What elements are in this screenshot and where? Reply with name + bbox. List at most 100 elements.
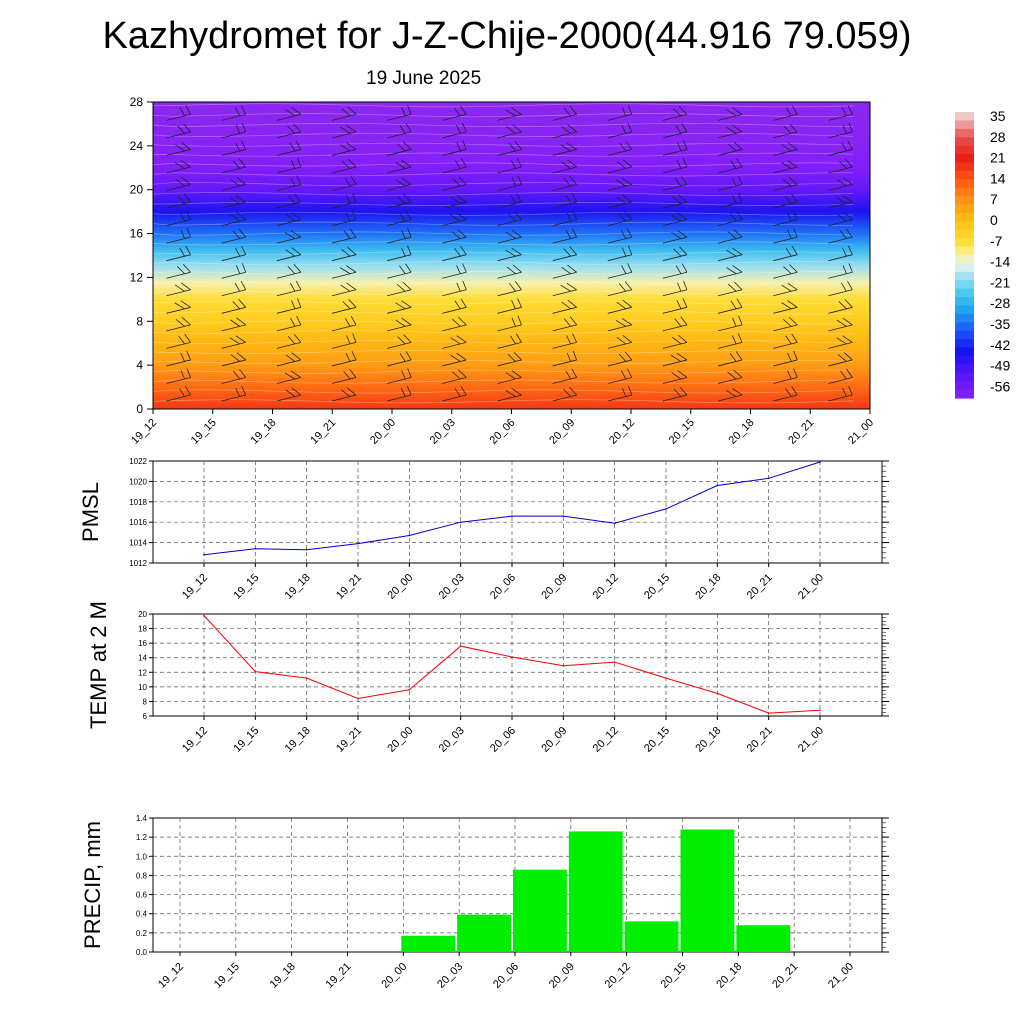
- wind-barb-staff: [331, 149, 357, 156]
- wind-barb-flag: [787, 160, 798, 168]
- wind-barb-staff: [662, 394, 688, 402]
- wind-barb-flag: [233, 370, 241, 380]
- wind-barb-flag: [344, 177, 351, 187]
- y-tick-label: 16: [138, 639, 147, 648]
- wind-barb-staff: [331, 306, 357, 314]
- isoline: [152, 123, 854, 127]
- wind-barb-staff: [773, 236, 798, 244]
- wind-barb-staff: [773, 342, 798, 349]
- y-tick-label: 12: [138, 668, 147, 677]
- wind-barb-staff: [828, 201, 853, 209]
- wind-barb-flag: [343, 230, 351, 239]
- wind-barb-staff: [552, 359, 577, 367]
- wind-barb-staff: [552, 184, 577, 191]
- wind-barb-staff: [552, 236, 577, 244]
- wind-barb-flag: [793, 368, 798, 378]
- isoline: [152, 320, 854, 325]
- data-point: [819, 709, 821, 711]
- wind-barb-staff: [221, 236, 246, 244]
- wind-barb-flag: [622, 299, 633, 308]
- wind-barb-flag: [186, 228, 191, 238]
- wind-barb-staff: [387, 306, 412, 314]
- wind-barb-flag: [177, 195, 185, 204]
- wind-barb-flag: [672, 108, 682, 117]
- colorbar-swatch: [955, 128, 974, 138]
- wind-barb-flag: [238, 228, 247, 238]
- wind-barb-flag: [175, 178, 185, 187]
- wind-barb-flag: [457, 229, 467, 238]
- wind-barb-flag: [235, 124, 241, 134]
- wind-barb-staff: [166, 342, 191, 349]
- wind-barb-staff: [552, 342, 577, 349]
- wind-barb-staff: [442, 113, 467, 121]
- wind-barb-flag: [670, 355, 682, 362]
- wind-barb-flag: [785, 195, 792, 204]
- x-tick-label: 21_00: [796, 572, 826, 602]
- wind-barb-staff: [607, 377, 632, 384]
- wind-barb-flag: [285, 354, 296, 362]
- wind-barb-flag: [454, 300, 461, 310]
- wind-barb-staff: [331, 201, 357, 209]
- wind-barb-flag: [789, 123, 798, 133]
- data-point: [254, 547, 257, 550]
- x-tick-label: 19_12: [156, 961, 186, 991]
- wind-barb-flag: [848, 245, 853, 255]
- wind-barb-flag: [787, 282, 798, 291]
- wind-barb-flag: [407, 245, 412, 255]
- wind-barb-flag: [407, 368, 412, 378]
- wind-barb-flag: [180, 352, 185, 362]
- wind-barb-flag: [789, 264, 798, 273]
- wind-barb-flag: [781, 284, 792, 292]
- wind-barb-flag: [175, 319, 185, 327]
- wind-barb-staff: [497, 271, 522, 279]
- wind-barb-flag: [459, 105, 467, 115]
- wind-barb-staff: [662, 113, 688, 121]
- wind-barb-flag: [462, 140, 467, 150]
- wind-barb-staff: [442, 377, 467, 384]
- wind-barb-staff: [276, 113, 301, 121]
- wind-barb-flag: [569, 176, 577, 185]
- wind-barb-staff: [221, 131, 246, 139]
- wind-barb-flag: [232, 230, 241, 239]
- wind-barb-flag: [240, 280, 247, 290]
- wind-barb-flag: [291, 300, 296, 309]
- wind-barb-flag: [399, 212, 406, 222]
- wind-barb-flag: [505, 109, 516, 117]
- wind-barb-flag: [836, 179, 847, 187]
- wind-barb-flag: [345, 352, 351, 362]
- wind-barb-flag: [341, 248, 351, 257]
- wind-barb-staff: [166, 271, 191, 279]
- wind-barb-flag: [674, 177, 682, 187]
- wind-barb-flag: [290, 317, 296, 327]
- wind-barb-flag: [732, 195, 737, 204]
- wind-barb-staff: [828, 342, 853, 349]
- wind-barb-staff: [276, 342, 301, 349]
- wind-barb-flag: [565, 195, 572, 204]
- colorbar-swatch: [955, 170, 974, 180]
- wind-barb-flag: [837, 354, 847, 362]
- x-tick-label: 20_06: [488, 417, 518, 447]
- wind-barb-flag: [791, 193, 798, 203]
- wind-barb-flag: [626, 228, 633, 238]
- wind-barb-staff: [442, 324, 467, 332]
- x-tick-label: 20_12: [603, 961, 633, 991]
- wind-barb-flag: [733, 229, 743, 238]
- x-tick-label: 21_00: [846, 417, 876, 447]
- wind-barb-flag: [289, 142, 296, 152]
- wind-barb-staff: [497, 131, 522, 139]
- wind-barb-flag: [241, 263, 247, 273]
- heatmap-field: [153, 102, 870, 409]
- wind-barb-flag: [405, 123, 412, 133]
- wind-barb-staff: [718, 236, 743, 244]
- wind-barb-flag: [621, 317, 633, 326]
- wind-barb-flag: [677, 282, 682, 292]
- wind-barb-flag: [291, 159, 296, 169]
- wind-barb-flag: [511, 107, 522, 115]
- data-point: [357, 542, 359, 545]
- wind-barb-flag: [346, 335, 351, 345]
- wind-barb-flag: [569, 246, 577, 255]
- wind-barb-flag: [616, 301, 627, 310]
- isoline: [152, 300, 854, 305]
- wind-barb-staff: [607, 289, 632, 297]
- wind-barb-flag: [234, 107, 241, 117]
